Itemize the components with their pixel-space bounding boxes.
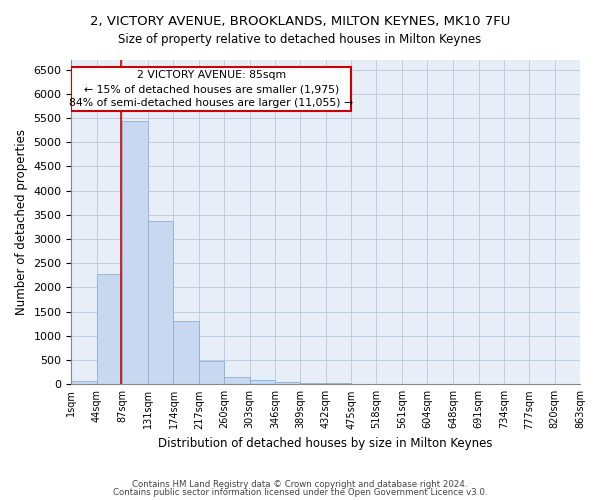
Bar	[275, 382, 301, 384]
Text: Contains public sector information licensed under the Open Government Licence v3: Contains public sector information licen…	[113, 488, 487, 497]
Bar	[97, 274, 122, 384]
Bar	[250, 380, 275, 384]
Text: 2, VICTORY AVENUE, BROOKLANDS, MILTON KEYNES, MK10 7FU: 2, VICTORY AVENUE, BROOKLANDS, MILTON KE…	[90, 15, 510, 28]
Bar	[71, 380, 97, 384]
Bar	[224, 376, 250, 384]
Y-axis label: Number of detached properties: Number of detached properties	[15, 129, 28, 315]
Text: Size of property relative to detached houses in Milton Keynes: Size of property relative to detached ho…	[118, 32, 482, 46]
FancyBboxPatch shape	[71, 68, 351, 111]
X-axis label: Distribution of detached houses by size in Milton Keynes: Distribution of detached houses by size …	[158, 437, 493, 450]
Bar	[122, 122, 148, 384]
Text: 2 VICTORY AVENUE: 85sqm
← 15% of detached houses are smaller (1,975)
84% of semi: 2 VICTORY AVENUE: 85sqm ← 15% of detache…	[69, 70, 353, 108]
Text: Contains HM Land Registry data © Crown copyright and database right 2024.: Contains HM Land Registry data © Crown c…	[132, 480, 468, 489]
Bar	[301, 383, 326, 384]
Bar	[199, 362, 224, 384]
Bar	[148, 220, 173, 384]
Bar	[173, 321, 199, 384]
